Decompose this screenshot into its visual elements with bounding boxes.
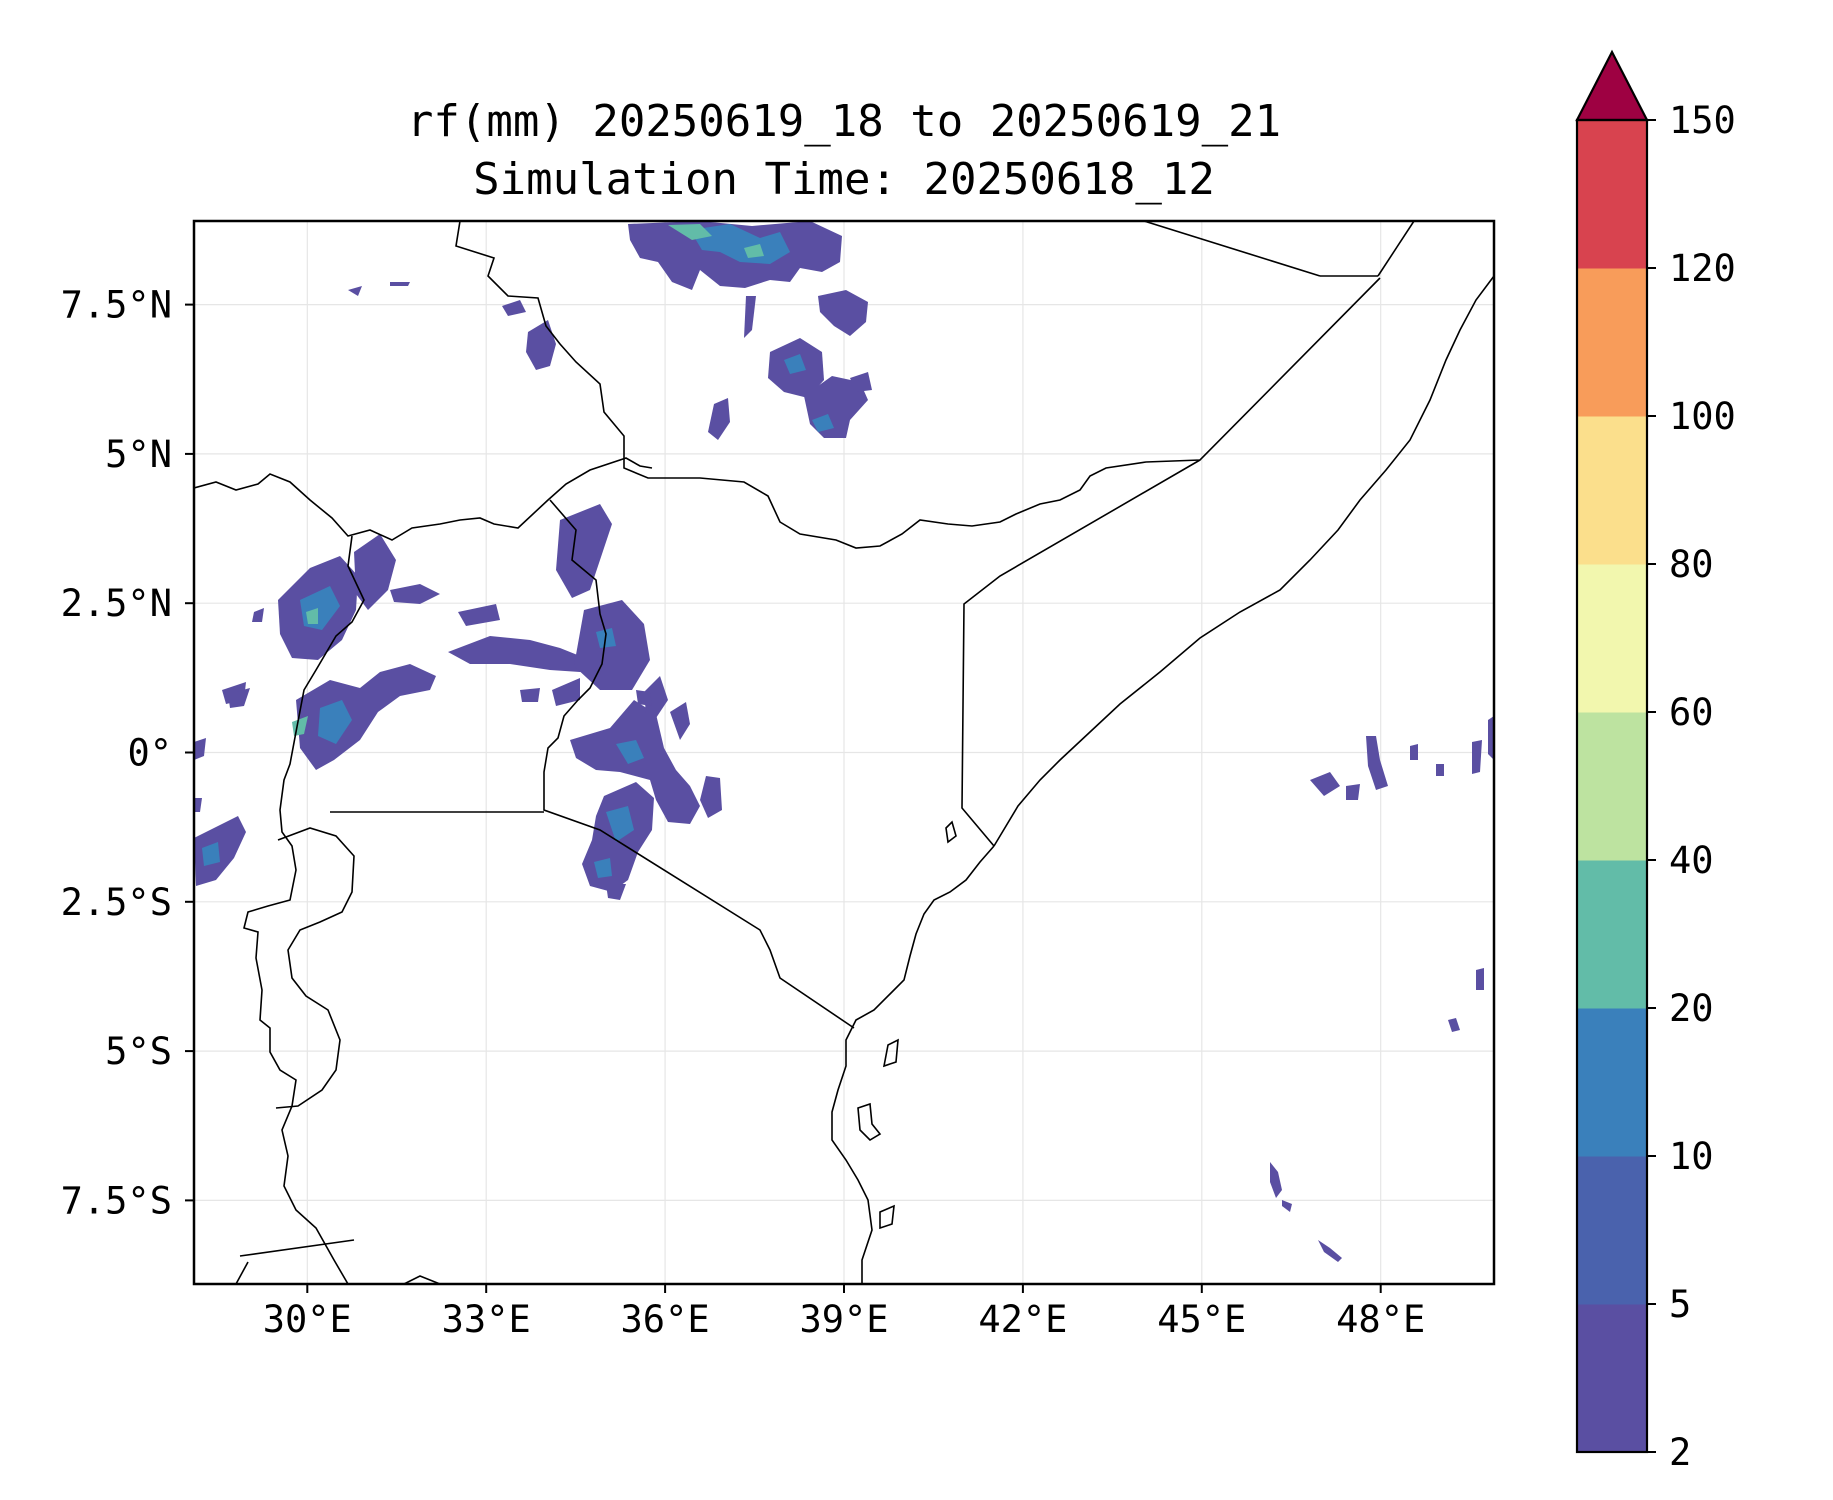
colorbar-tick-label: 120 (1669, 247, 1736, 290)
rain-cell (606, 884, 626, 900)
lat-tick-label: 2.5°S (61, 881, 172, 924)
lon-tick-label: 30°E (263, 1298, 352, 1341)
rain-cell (354, 534, 396, 610)
figure-subtitle: Simulation Time: 20250618_12 (473, 154, 1215, 205)
rain-cell (526, 320, 556, 370)
lon-tick-label: 33°E (442, 1298, 531, 1341)
rain-cell (194, 816, 246, 886)
rain-cell (812, 414, 834, 432)
lon-tick-label: 45°E (1157, 1298, 1246, 1341)
rain-cell (252, 608, 264, 622)
rain-cell (318, 700, 352, 744)
lon-tick-label: 36°E (621, 1298, 710, 1341)
rain-cell (306, 608, 318, 624)
colorbar-tick-label: 80 (1669, 543, 1714, 586)
colorbar-segment (1577, 1008, 1647, 1157)
country-borders (194, 221, 1494, 1284)
rain-cell (744, 244, 764, 258)
rain-cell (1318, 1240, 1342, 1262)
rain-cell (296, 664, 436, 770)
rain-cell (1448, 1018, 1460, 1032)
colorbar-segment (1577, 120, 1647, 269)
colorbar-segment (1577, 712, 1647, 861)
rain-cell (784, 354, 806, 374)
lat-tick-label: 0° (127, 732, 172, 775)
colorbar-segment (1577, 564, 1647, 713)
rain-cell (570, 700, 700, 824)
rain-cell (818, 290, 868, 336)
lon-tick-label: 42°E (978, 1298, 1067, 1341)
colorbar-tick-label: 2 (1669, 1431, 1691, 1474)
rain-cell (1476, 968, 1484, 990)
colorbar-frame (1575, 118, 1649, 1454)
rain-cell (1366, 736, 1388, 790)
rain-cell (1410, 744, 1418, 760)
lon-tick-label: 39°E (799, 1298, 888, 1341)
rain-cell (520, 688, 540, 702)
colorbar-extend-max (1575, 49, 1649, 122)
rain-cell (700, 776, 722, 818)
rain-cell (1488, 716, 1494, 760)
figure-title: rf(mm) 20250619_18 to 20250619_21 (406, 96, 1282, 147)
rain-cell (668, 224, 712, 240)
colorbar-segment (1577, 268, 1647, 417)
rain-cell (616, 740, 644, 764)
colorbar-tick-label: 60 (1669, 691, 1714, 734)
longitude-ticks: 30°E 33°E 36°E 39°E 42°E 45°E 48°E (263, 1284, 1425, 1341)
colorbar-segment (1577, 860, 1647, 1009)
rain-cell (606, 806, 634, 842)
colorbar-tick-label: 40 (1669, 839, 1714, 882)
rain-cell (594, 858, 612, 878)
rain-cell (1472, 740, 1482, 774)
colorbar-ticks: 2 5 10 20 40 60 80 100 120 150 (1647, 99, 1736, 1474)
rain-cell (1282, 1200, 1292, 1212)
rain-cell (644, 676, 668, 718)
colorbar (1575, 49, 1649, 1454)
lat-tick-label: 2.5°N (61, 582, 172, 625)
rain-cell (458, 604, 500, 626)
rain-cell (708, 398, 730, 440)
rain-cell (1436, 764, 1444, 776)
latitude-ticks: 7.5°N 5°N 2.5°N 0° 2.5°S 5°S 7.5°S (61, 284, 194, 1222)
rain-cell (690, 224, 790, 264)
rain-cell (348, 282, 410, 296)
colorbar-tick-label: 10 (1669, 1135, 1714, 1178)
rain-cell (744, 296, 756, 338)
rain-cell (1346, 784, 1360, 800)
lon-tick-label: 48°E (1336, 1298, 1425, 1341)
rain-cell (448, 636, 608, 672)
rain-cell (556, 504, 612, 598)
rain-cell (390, 584, 440, 604)
rain-cell (228, 688, 250, 708)
rain-cell (194, 738, 206, 760)
colorbar-tick-label: 100 (1669, 395, 1736, 438)
rain-cell (1310, 772, 1340, 796)
colorbar-segment (1577, 416, 1647, 565)
rain-cell (850, 372, 872, 392)
colorbar-tick-label: 150 (1669, 99, 1736, 142)
lat-tick-label: 7.5°S (61, 1179, 172, 1222)
rainfall-field (194, 221, 1494, 1262)
lat-tick-label: 7.5°N (61, 284, 172, 327)
lat-tick-label: 5°S (105, 1030, 172, 1073)
colorbar-segment (1577, 1304, 1647, 1453)
rain-cell (636, 690, 652, 706)
rain-cell (670, 702, 690, 740)
colorbar-tick-label: 5 (1669, 1283, 1691, 1326)
colorbar-segment (1577, 1156, 1647, 1305)
lat-tick-label: 5°N (105, 433, 172, 476)
rain-cell (194, 798, 202, 812)
rain-cell (1270, 1162, 1282, 1198)
colorbar-tick-label: 20 (1669, 987, 1714, 1030)
rain-cell (502, 300, 526, 316)
rain-cell (552, 678, 580, 706)
rain-cell (202, 842, 220, 866)
